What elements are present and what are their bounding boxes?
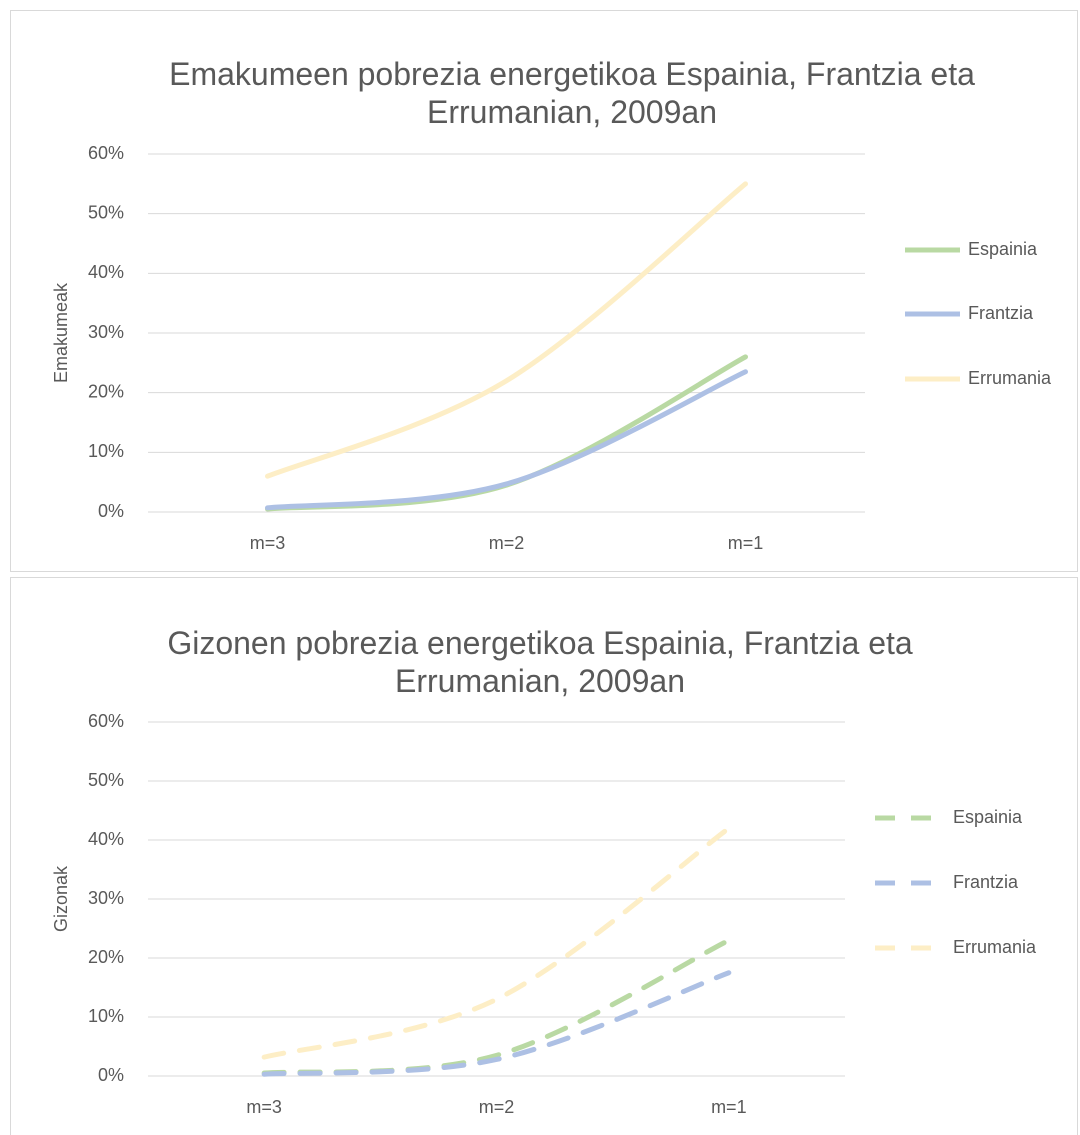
x-tick-label: m=3 — [250, 533, 286, 553]
y-tick-label: 30% — [88, 888, 124, 908]
y-tick-label: 0% — [98, 501, 124, 521]
y-axis-label: Gizonak — [51, 865, 71, 932]
x-tick-label: m=3 — [246, 1097, 282, 1117]
x-tick-label: m=2 — [489, 533, 525, 553]
legend-label: Errumania — [968, 368, 1052, 388]
y-tick-label: 30% — [88, 322, 124, 342]
legend-label: Espainia — [953, 807, 1023, 827]
x-tick-label: m=1 — [711, 1097, 747, 1117]
y-tick-label: 40% — [88, 829, 124, 849]
legend-label: Frantzia — [968, 303, 1034, 323]
y-tick-label: 0% — [98, 1065, 124, 1085]
y-tick-label: 10% — [88, 441, 124, 461]
legend-label: Frantzia — [953, 872, 1019, 892]
legend-label: Espainia — [968, 239, 1038, 259]
x-tick-label: m=1 — [728, 533, 764, 553]
y-tick-label: 60% — [88, 711, 124, 731]
chart-frame — [10, 577, 1078, 1135]
series-line — [265, 181, 748, 479]
y-tick-label: 50% — [88, 770, 124, 790]
x-tick-label: m=2 — [479, 1097, 515, 1117]
series-line — [261, 970, 732, 1077]
legend-label: Errumania — [953, 937, 1037, 957]
y-tick-label: 20% — [88, 381, 124, 401]
y-tick-label: 60% — [88, 143, 124, 163]
chart-title: Gizonen pobrezia energetikoa Espainia, F… — [167, 625, 913, 699]
chart-title: Emakumeen pobrezia energetikoa Espainia,… — [169, 56, 975, 130]
series-line — [261, 937, 732, 1076]
chart-frame — [10, 10, 1078, 572]
y-axis-label: Emakumeak — [51, 282, 71, 383]
y-tick-label: 20% — [88, 947, 124, 967]
y-tick-label: 10% — [88, 1006, 124, 1026]
series-line — [265, 369, 748, 511]
y-tick-label: 40% — [88, 262, 124, 282]
series-line — [261, 825, 732, 1060]
y-tick-label: 50% — [88, 202, 124, 222]
